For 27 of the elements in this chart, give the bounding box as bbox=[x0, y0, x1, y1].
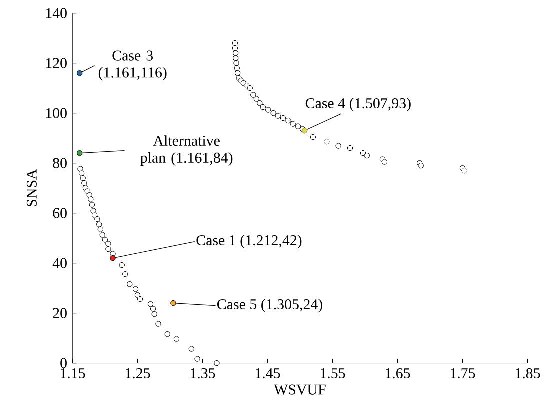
annotation: Case 4 (1.507,93) bbox=[306, 98, 411, 112]
y-tick-label: 20 bbox=[53, 308, 67, 318]
x-tick-label: 1.55 bbox=[320, 368, 346, 379]
x-tick-label: 1.65 bbox=[386, 368, 410, 379]
y-tick-label: 0 bbox=[60, 358, 67, 368]
y-tick-label: 120 bbox=[46, 58, 67, 68]
point bbox=[170, 300, 176, 306]
x-tick-label: 1.25 bbox=[126, 368, 150, 379]
y-tick-label: 100 bbox=[46, 108, 67, 118]
y-tick-label: 140 bbox=[46, 8, 67, 18]
annotation: Case 3 (1.161,116) bbox=[98, 50, 167, 81]
point bbox=[77, 150, 83, 156]
y-tick-label: 60 bbox=[53, 208, 67, 218]
x-tick-label: 1.75 bbox=[450, 368, 476, 379]
x-tick-label: 1.35 bbox=[190, 368, 216, 379]
x-tick-label: 1.45 bbox=[256, 368, 280, 379]
annotation: Alternative plan (1.161,84) bbox=[140, 136, 233, 166]
y-axis-title: SNSA bbox=[26, 169, 37, 206]
point bbox=[110, 255, 116, 262]
y-tick-label: 80 bbox=[53, 158, 67, 168]
point bbox=[77, 70, 83, 76]
x-axis-title: WSVUF bbox=[274, 384, 326, 395]
annotation: Case 1 (1.212,42) bbox=[196, 235, 302, 249]
x-tick-label: 1.15 bbox=[60, 368, 86, 379]
annotation: Case 5 (1.305,24) bbox=[218, 299, 322, 313]
x-tick-label: 1.85 bbox=[516, 368, 540, 379]
y-tick-label: 40 bbox=[52, 258, 67, 268]
